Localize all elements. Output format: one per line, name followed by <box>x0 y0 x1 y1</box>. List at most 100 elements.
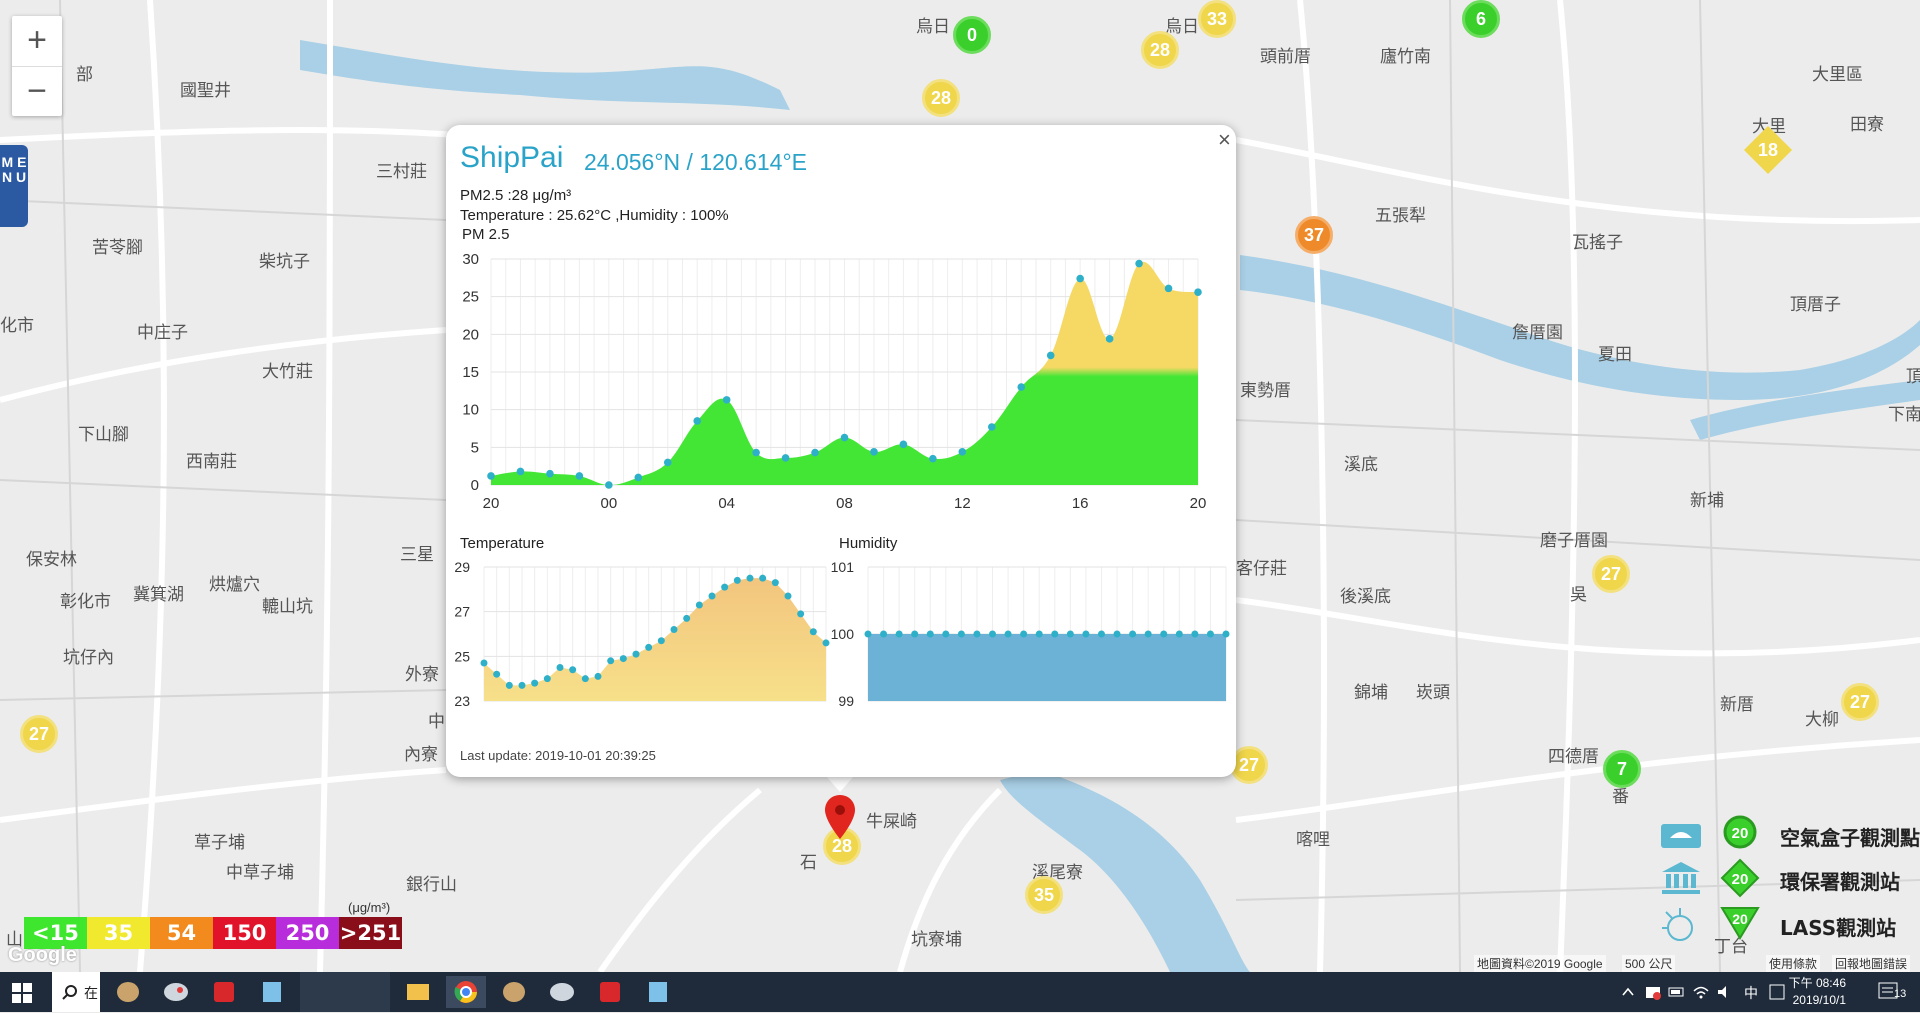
map-marker-green[interactable]: 7 <box>1603 750 1641 788</box>
ime-mode-icon[interactable] <box>1768 983 1786 1001</box>
x-tick-label: 20 <box>1190 495 1207 512</box>
zoom-in-button[interactable]: + <box>12 16 62 67</box>
pm25-data-point <box>575 472 584 480</box>
place-label: 烏日 <box>1165 17 1199 37</box>
ime-indicator[interactable]: 中 <box>1744 985 1758 1001</box>
windows-start-icon[interactable] <box>12 983 32 1003</box>
place-label: 大柳 <box>1805 710 1839 730</box>
taskbar-app-red-icon-2[interactable] <box>590 976 630 1008</box>
map-marker-yellow[interactable]: 27 <box>20 715 58 753</box>
google-logo[interactable]: Google <box>8 944 77 966</box>
legend-level-0: <15 <box>24 917 87 949</box>
place-label: 三村莊 <box>376 162 427 182</box>
taskbar-app-notes-icon[interactable] <box>252 976 292 1008</box>
menu-tab[interactable]: M E N U <box>0 145 28 227</box>
notification-center-icon[interactable] <box>1878 981 1900 1003</box>
map-marker-yellow[interactable]: 28 <box>1141 31 1179 69</box>
map-marker-green[interactable]: 6 <box>1462 0 1500 38</box>
place-label: 保安林 <box>26 550 77 570</box>
humidity-data-point <box>1097 630 1105 638</box>
taskbar-app-red-icon[interactable] <box>204 976 244 1008</box>
y-tick-label: 0 <box>471 477 479 494</box>
map-marker-green[interactable]: 0 <box>953 16 991 54</box>
zoom-out-button[interactable]: − <box>27 72 47 110</box>
temperature-data-point <box>695 601 703 609</box>
map-marker-diamond[interactable]: 18 <box>1743 125 1793 175</box>
temperature-data-point <box>556 664 564 671</box>
pm25-data-point <box>811 448 819 457</box>
map-marker-yellow[interactable]: 28 <box>823 827 861 865</box>
map-marker-yellow[interactable]: 28 <box>922 79 960 117</box>
lass-marker-icon: 20 <box>1720 907 1760 940</box>
battery-icon[interactable] <box>1668 983 1686 1001</box>
taskbar-blank-slot[interactable] <box>300 972 390 1012</box>
station-type-legend: 20 空氣盒子觀測點 20 環保署觀測站 20 LASS觀測站 <box>1658 814 1920 964</box>
taskbar-app-mouse-icon-2[interactable] <box>542 976 582 1008</box>
place-label: 頂角 <box>1906 367 1920 387</box>
map-marker-yellow[interactable]: 27 <box>1592 555 1630 593</box>
place-label: 草子埔 <box>194 833 245 853</box>
report-error-link[interactable]: 回報地圖錯誤 <box>1832 955 1911 972</box>
map-marker-orange[interactable]: 37 <box>1295 216 1333 254</box>
taskbar-app-ghost-icon-2[interactable] <box>494 976 534 1008</box>
search-placeholder: 在 <box>84 985 98 1001</box>
x-tick-label: 12 <box>954 495 971 512</box>
wifi-icon[interactable] <box>1692 983 1710 1001</box>
place-label: 大里區 <box>1812 65 1863 85</box>
taskbar-app-notes-icon-2[interactable] <box>638 976 678 1008</box>
pm25-data-point <box>870 448 878 456</box>
temperature-data-point <box>531 679 539 687</box>
close-icon[interactable]: × <box>1218 127 1231 152</box>
place-label: 新埔 <box>1690 491 1724 511</box>
y-tick-label: 30 <box>462 251 479 268</box>
pm25-data-point <box>516 467 525 476</box>
taskbar-chrome-icon[interactable] <box>446 976 486 1008</box>
place-label: 頂厝子 <box>1790 295 1841 315</box>
humidity-data-point <box>1222 630 1230 638</box>
map-marker-yellow[interactable]: 27 <box>1841 683 1879 721</box>
volume-icon[interactable] <box>1716 983 1734 1001</box>
pm25-data-point <box>752 448 760 457</box>
taskbar-app-mouse-icon[interactable] <box>156 976 196 1008</box>
place-label: 東勢厝 <box>1240 381 1291 401</box>
pm25-data-point <box>1076 274 1084 283</box>
place-label: 中庄子 <box>137 323 188 343</box>
map-marker-yellow[interactable]: 33 <box>1198 0 1236 38</box>
security-icon[interactable] <box>1644 983 1662 1001</box>
x-tick-label: 20 <box>483 495 500 512</box>
taskbar-clock[interactable]: 下午 08:46 2019/10/1 <box>1789 975 1846 1009</box>
legend-unit: (μg/m³) <box>348 900 391 915</box>
taskbar-folder-icon[interactable] <box>398 976 438 1008</box>
chevron-up-icon[interactable] <box>1622 986 1634 998</box>
map-marker-yellow[interactable]: 27 <box>1230 746 1268 784</box>
location-pin-icon[interactable] <box>823 793 857 841</box>
epa-marker-icon: 20 <box>1720 858 1760 898</box>
humidity-data-point <box>1144 630 1152 638</box>
place-label: 中 <box>428 712 445 732</box>
pm25-data-point <box>487 472 495 480</box>
pm25-data-point <box>693 417 702 425</box>
pm25-data-point <box>840 433 849 442</box>
taskbar: 在 中 下午 08:46 2019/10/1 13 <box>0 972 1920 1012</box>
pm25-data-point <box>899 440 908 449</box>
taskbar-app-ghost-icon[interactable] <box>108 976 148 1008</box>
temperature-data-point <box>480 659 488 667</box>
humidity-data-point <box>989 630 997 638</box>
zoom-control: + − <box>12 16 62 116</box>
humidity-data-point <box>895 630 903 638</box>
legend-level-4: 250 <box>276 917 339 949</box>
humidity-data-point <box>1020 630 1028 638</box>
legend-level-3: 150 <box>213 917 276 949</box>
map-attribution: 地圖資料©2019 Google <box>1474 955 1606 972</box>
place-label: 烏日 <box>916 17 950 37</box>
place-label: 磨子厝園 <box>1540 531 1608 551</box>
humidity-data-point <box>942 630 950 638</box>
temperature-data-point <box>721 583 729 591</box>
map-scale-label[interactable]: 500 公尺 <box>1622 955 1676 972</box>
map-marker-yellow[interactable]: 35 <box>1025 876 1063 914</box>
taskbar-search-box[interactable]: 在 <box>52 972 100 1012</box>
humidity-chart-label: Humidity <box>839 535 898 552</box>
place-label: 番 <box>1612 787 1629 807</box>
terms-link[interactable]: 使用條款 <box>1766 955 1821 972</box>
humidity-data-point <box>1175 630 1183 638</box>
